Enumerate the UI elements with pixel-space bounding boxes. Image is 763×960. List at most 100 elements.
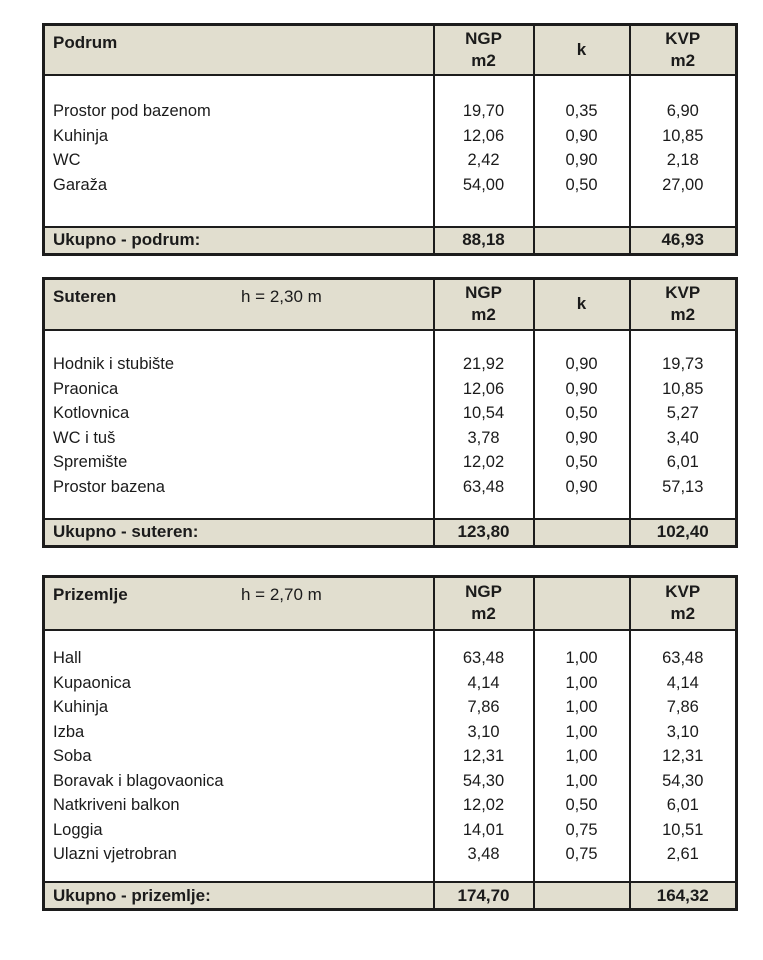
table-row: Ulazni vjetrobran 3,48 0,75 2,61 (42, 842, 738, 867)
ngp-value: 3,78 (432, 426, 535, 451)
row-label: Loggia (42, 818, 435, 843)
row-label: Kotlovnica (42, 401, 435, 426)
kvp-value: 3,40 (628, 426, 738, 451)
ngp-value: 19,70 (432, 99, 535, 124)
row-label: Kupaonica (42, 671, 435, 696)
table-title-cell: Suteren h = 2,30 m (42, 278, 435, 331)
table-row: Spremište 12,02 0,50 6,01 (42, 450, 738, 475)
k-value: 1,00 (532, 646, 631, 671)
height-note: h = 2,70 m (241, 585, 322, 604)
kvp-value: 57,13 (628, 475, 738, 500)
row-label: Soba (42, 744, 435, 769)
table-row: Kuhinja 7,86 1,00 7,86 (42, 695, 738, 720)
table-row: Kotlovnica 10,54 0,50 5,27 (42, 401, 738, 426)
ngp-value: 3,48 (432, 842, 535, 867)
header-row: Prizemlje h = 2,70 m NGP m2 KVP m2 (42, 576, 738, 631)
kvp-value: 3,10 (628, 720, 738, 745)
spacer-row (42, 329, 738, 353)
table-row: Soba 12,31 1,00 12,31 (42, 744, 738, 769)
row-label: Garaža (42, 173, 435, 198)
total-k-value (532, 881, 631, 910)
ngp-value: 12,31 (432, 744, 535, 769)
k-value: 1,00 (532, 744, 631, 769)
row-label: WC i tuš (42, 426, 435, 451)
spacer-row (42, 629, 738, 647)
k-value: 0,90 (532, 124, 631, 149)
ngp-value: 4,14 (432, 671, 535, 696)
ngp-value: 21,92 (432, 352, 535, 377)
table-row: Hall 63,48 1,00 63,48 (42, 646, 738, 671)
ngp-value: 63,48 (432, 646, 535, 671)
ngp-value: 3,10 (432, 720, 535, 745)
table-row: Praonica 12,06 0,90 10,85 (42, 377, 738, 402)
floor-area-table: Suteren h = 2,30 m NGP m2 k KVP m2 (42, 277, 738, 548)
row-label: Hall (42, 646, 435, 671)
kvp-value: 63,48 (628, 646, 738, 671)
ngp-value: 10,54 (432, 401, 535, 426)
table-row: Prostor bazena 63,48 0,90 57,13 (42, 475, 738, 500)
k-value: 0,35 (532, 99, 631, 124)
kvp-value: 7,86 (628, 695, 738, 720)
total-kvp-value: 164,32 (628, 881, 738, 910)
total-kvp-value: 102,40 (628, 517, 738, 546)
k-value: 0,75 (532, 818, 631, 843)
table-row: WC i tuš 3,78 0,90 3,40 (42, 426, 738, 451)
table-row: Natkriveni balkon 12,02 0,50 6,01 (42, 793, 738, 818)
spacer-row (42, 867, 738, 882)
table-title: Suteren (53, 287, 117, 306)
total-row: Ukupno - podrum: 88,18 46,93 (42, 225, 738, 254)
row-label: Prostor bazena (42, 475, 435, 500)
ngp-value: 12,02 (432, 793, 535, 818)
ngp-column-header: NGP m2 (432, 576, 535, 631)
ngp-value: 12,02 (432, 450, 535, 475)
header-row: Podrum NGP m2 k KVP m2 (42, 24, 738, 76)
table-row: Boravak i blagovaonica 54,30 1,00 54,30 (42, 769, 738, 794)
floor-area-table: Prizemlje h = 2,70 m NGP m2 KVP m2 (42, 575, 738, 911)
row-label: WC (42, 148, 435, 173)
k-value: 1,00 (532, 769, 631, 794)
total-k-value (532, 517, 631, 546)
ngp-value: 12,06 (432, 124, 535, 149)
k-value: 1,00 (532, 695, 631, 720)
kvp-value: 2,18 (628, 148, 738, 173)
total-label: Ukupno - prizemlje: (42, 881, 435, 910)
total-label: Ukupno - suteren: (42, 517, 435, 546)
table-row: Garaža 54,00 0,50 27,00 (42, 173, 738, 198)
kvp-value: 5,27 (628, 401, 738, 426)
spacer-row (42, 499, 738, 519)
row-label: Kuhinja (42, 124, 435, 149)
k-column-header (532, 576, 631, 631)
total-ngp-value: 123,80 (432, 517, 535, 546)
kvp-value: 10,51 (628, 818, 738, 843)
ngp-value: 54,30 (432, 769, 535, 794)
row-label: Spremište (42, 450, 435, 475)
k-value: 0,90 (532, 475, 631, 500)
ngp-value: 14,01 (432, 818, 535, 843)
table-row: WC 2,42 0,90 2,18 (42, 148, 738, 173)
ngp-value: 54,00 (432, 173, 535, 198)
ngp-column-header: NGP m2 (432, 278, 535, 331)
spacer-row (42, 197, 738, 227)
table-title-cell: Prizemlje h = 2,70 m (42, 576, 435, 631)
row-label: Izba (42, 720, 435, 745)
k-value: 0,50 (532, 793, 631, 818)
table-title-cell: Podrum (42, 24, 435, 76)
k-value: 0,90 (532, 352, 631, 377)
k-column-header: k (532, 24, 631, 76)
k-value: 0,90 (532, 426, 631, 451)
floor-area-table: Podrum NGP m2 k KVP m2 Prostor pod (42, 23, 738, 256)
ngp-column-header: NGP m2 (432, 24, 535, 76)
kvp-column-header: KVP m2 (628, 278, 738, 331)
table-row: Izba 3,10 1,00 3,10 (42, 720, 738, 745)
kvp-value: 10,85 (628, 124, 738, 149)
total-row: Ukupno - suteren: 123,80 102,40 (42, 517, 738, 546)
row-label: Hodnik i stubište (42, 352, 435, 377)
table-podrum: Podrum NGP m2 k KVP m2 Prostor pod (42, 23, 738, 256)
row-label: Ulazni vjetrobran (42, 842, 435, 867)
k-value: 0,50 (532, 450, 631, 475)
ngp-value: 63,48 (432, 475, 535, 500)
total-k-value (532, 225, 631, 254)
kvp-value: 4,14 (628, 671, 738, 696)
k-value: 0,50 (532, 401, 631, 426)
spacer-row (42, 74, 738, 100)
